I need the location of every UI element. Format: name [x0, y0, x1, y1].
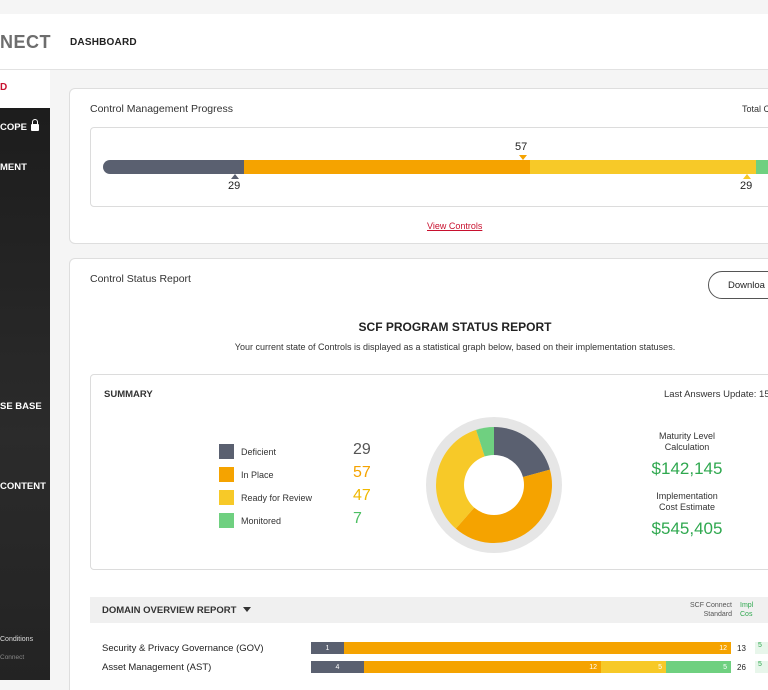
legend-value: 47: [353, 487, 371, 504]
marker-label-ready: 29: [740, 180, 753, 192]
page-title: DASHBOARD: [70, 37, 137, 48]
total-controls-label: Total C: [742, 104, 768, 114]
marker-arrow: [519, 155, 527, 160]
app-logo[interactable]: NECT: [0, 32, 51, 52]
progress-segment-monitored: [756, 160, 768, 174]
view-controls-link[interactable]: View Controls: [427, 221, 483, 231]
summary-box: SUMMARY Last Answers Update: 15. Deficie…: [90, 374, 768, 570]
summary-heading: SUMMARY: [104, 389, 153, 400]
domain-overview-header: DOMAIN OVERVIEW REPORT SCF Connect Stand…: [90, 597, 768, 623]
progress-card-title: Control Management Progress: [90, 103, 233, 115]
column-header-implementation: Impl Cos: [740, 601, 768, 619]
report-heading: SCF PROGRAM STATUS REPORT: [358, 320, 552, 334]
column-header-line: SCF Connect: [689, 602, 732, 609]
sidebar-item-content[interactable]: CONTENT: [0, 481, 46, 492]
legend-label: Deficient: [241, 447, 277, 457]
progress-segment-ready: [530, 160, 756, 174]
implementation-cost-label: Implementation Cost Estimate: [627, 491, 747, 513]
domain-segment-in-place: 12: [344, 642, 731, 654]
implementation-cost-value: $545,405: [651, 519, 723, 538]
domain-row-bar: 4 12 5 5: [311, 661, 731, 673]
maturity-label-line: Calculation: [664, 442, 710, 452]
progress-card: Control Management Progress Total C 57 2…: [69, 88, 768, 244]
lock-icon: [30, 119, 39, 131]
sidebar-item-dashboard[interactable]: D: [0, 70, 50, 108]
marker-arrow: [231, 174, 239, 179]
domain-row-label[interactable]: Security & Privacy Governance (GOV): [102, 643, 264, 654]
sidebar-item-label: D: [0, 82, 8, 93]
impl-label-line: Cost Estimate: [658, 502, 716, 512]
domain-segment-deficient: 1: [311, 642, 344, 654]
sidebar-item-label: COPE: [0, 122, 27, 133]
sidebar-item-management[interactable]: MENT: [0, 162, 27, 173]
column-header-line: Cos: [740, 611, 753, 618]
domain-overview-title: DOMAIN OVERVIEW REPORT: [102, 605, 237, 616]
impl-label-line: Implementation: [656, 491, 718, 501]
sidebar-item-scope[interactable]: COPE: [0, 119, 39, 133]
domain-row-impl: 5: [755, 661, 768, 673]
domain-segment-in-place: 12: [364, 661, 601, 673]
status-donut-chart: [426, 417, 562, 553]
legend-label: In Place: [241, 470, 274, 480]
legend-swatch: [219, 490, 234, 505]
sidebar: D COPE MENT SE BASE CONTENT Conditions C…: [0, 70, 50, 680]
legend-value: 57: [353, 464, 371, 481]
chevron-down-icon: [243, 607, 252, 612]
progress-box: 57 29 29: [90, 127, 768, 207]
sidebar-item-knowledge-base[interactable]: SE BASE: [0, 401, 42, 412]
legend-label: Ready for Review: [241, 493, 313, 503]
maturity-level-value: $142,145: [651, 459, 723, 478]
domain-segment-monitored: 5: [666, 661, 731, 673]
marker-label-in-place: 57: [515, 141, 528, 153]
domain-segment-deficient: 4: [311, 661, 364, 673]
column-header-standard: SCF Connect Standard: [660, 601, 732, 619]
maturity-label-line: Maturity Level: [658, 431, 716, 441]
progress-segment-in-place: [244, 160, 530, 174]
domain-row-bar: 1 12: [311, 642, 731, 654]
legend-label: Monitored: [241, 516, 282, 526]
last-update-text: Last Answers Update: 15.: [664, 389, 768, 400]
column-header-line: Impl: [740, 602, 754, 609]
domain-row-impl: 5: [755, 642, 768, 654]
status-report-title: Control Status Report: [90, 273, 191, 285]
terms-link[interactable]: Conditions: [0, 636, 34, 643]
sidebar-item-label: MENT: [0, 162, 27, 173]
legend-value: 29: [353, 441, 371, 458]
top-bar: NECT DASHBOARD: [0, 14, 768, 70]
marker-label-deficient: 29: [228, 180, 241, 192]
domain-overview-dropdown[interactable]: DOMAIN OVERVIEW REPORT: [102, 605, 252, 616]
column-header-line: Standard: [703, 611, 732, 618]
legend-value: 7: [353, 510, 362, 527]
legend-swatch: [219, 467, 234, 482]
domain-row-total: 13: [737, 644, 746, 653]
domain-row-total: 26: [737, 663, 746, 672]
legend-swatch: [219, 513, 234, 528]
report-subtitle: Your current state of Controls is displa…: [234, 342, 676, 352]
donut-hole: [464, 455, 524, 515]
sidebar-item-label: CONTENT: [0, 481, 46, 492]
download-button[interactable]: Downloa: [708, 271, 768, 299]
progress-bar: [103, 160, 768, 174]
maturity-level-label: Maturity Level Calculation: [627, 431, 747, 453]
domain-row-label[interactable]: Asset Management (AST): [102, 662, 212, 673]
sidebar-item-label: SE BASE: [0, 401, 42, 412]
domain-segment-ready: 5: [601, 661, 666, 673]
legend-swatch: [219, 444, 234, 459]
progress-segment-deficient: [103, 160, 244, 174]
footer-brand: Connect: [0, 654, 25, 661]
marker-arrow: [743, 174, 751, 179]
